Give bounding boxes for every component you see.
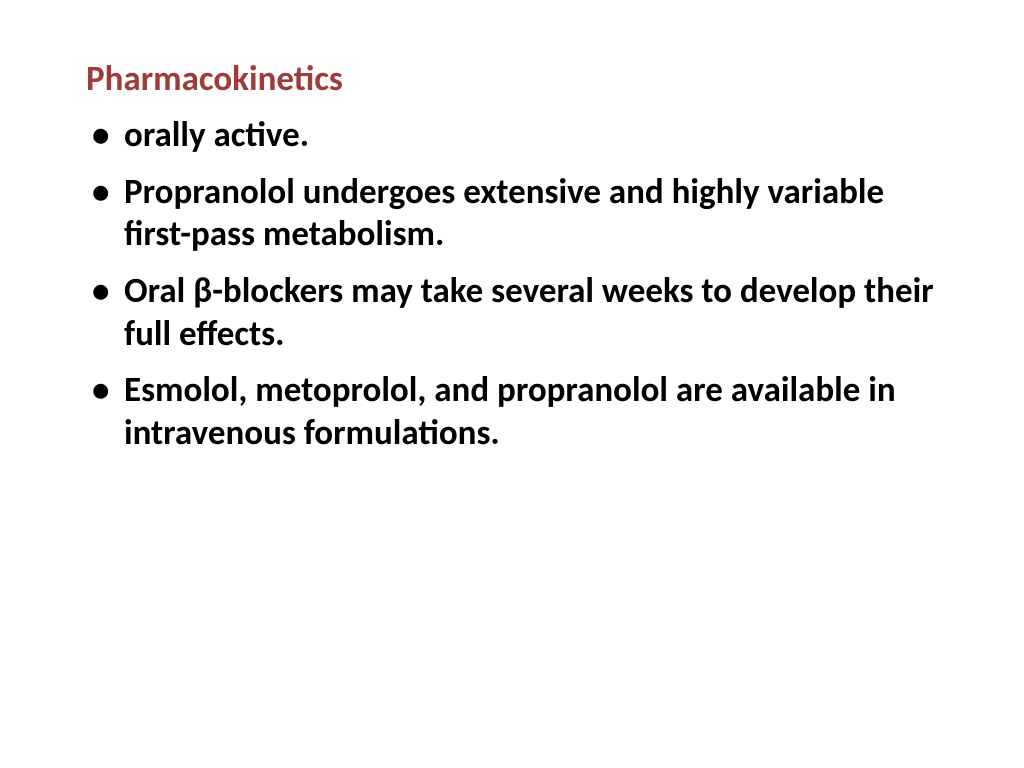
list-item: Esmolol, metoprolol, and propranolol are…: [80, 369, 944, 454]
bullet-list: orally active. Propranolol undergoes ext…: [80, 114, 944, 455]
list-item: Propranolol undergoes extensive and high…: [80, 171, 944, 256]
list-item: orally active.: [80, 114, 944, 157]
list-item: Oral β-blockers may take several weeks t…: [80, 270, 944, 355]
slide-title: Pharmacokinetics: [80, 58, 944, 100]
slide: Pharmacokinetics orally active. Proprano…: [0, 0, 1024, 768]
